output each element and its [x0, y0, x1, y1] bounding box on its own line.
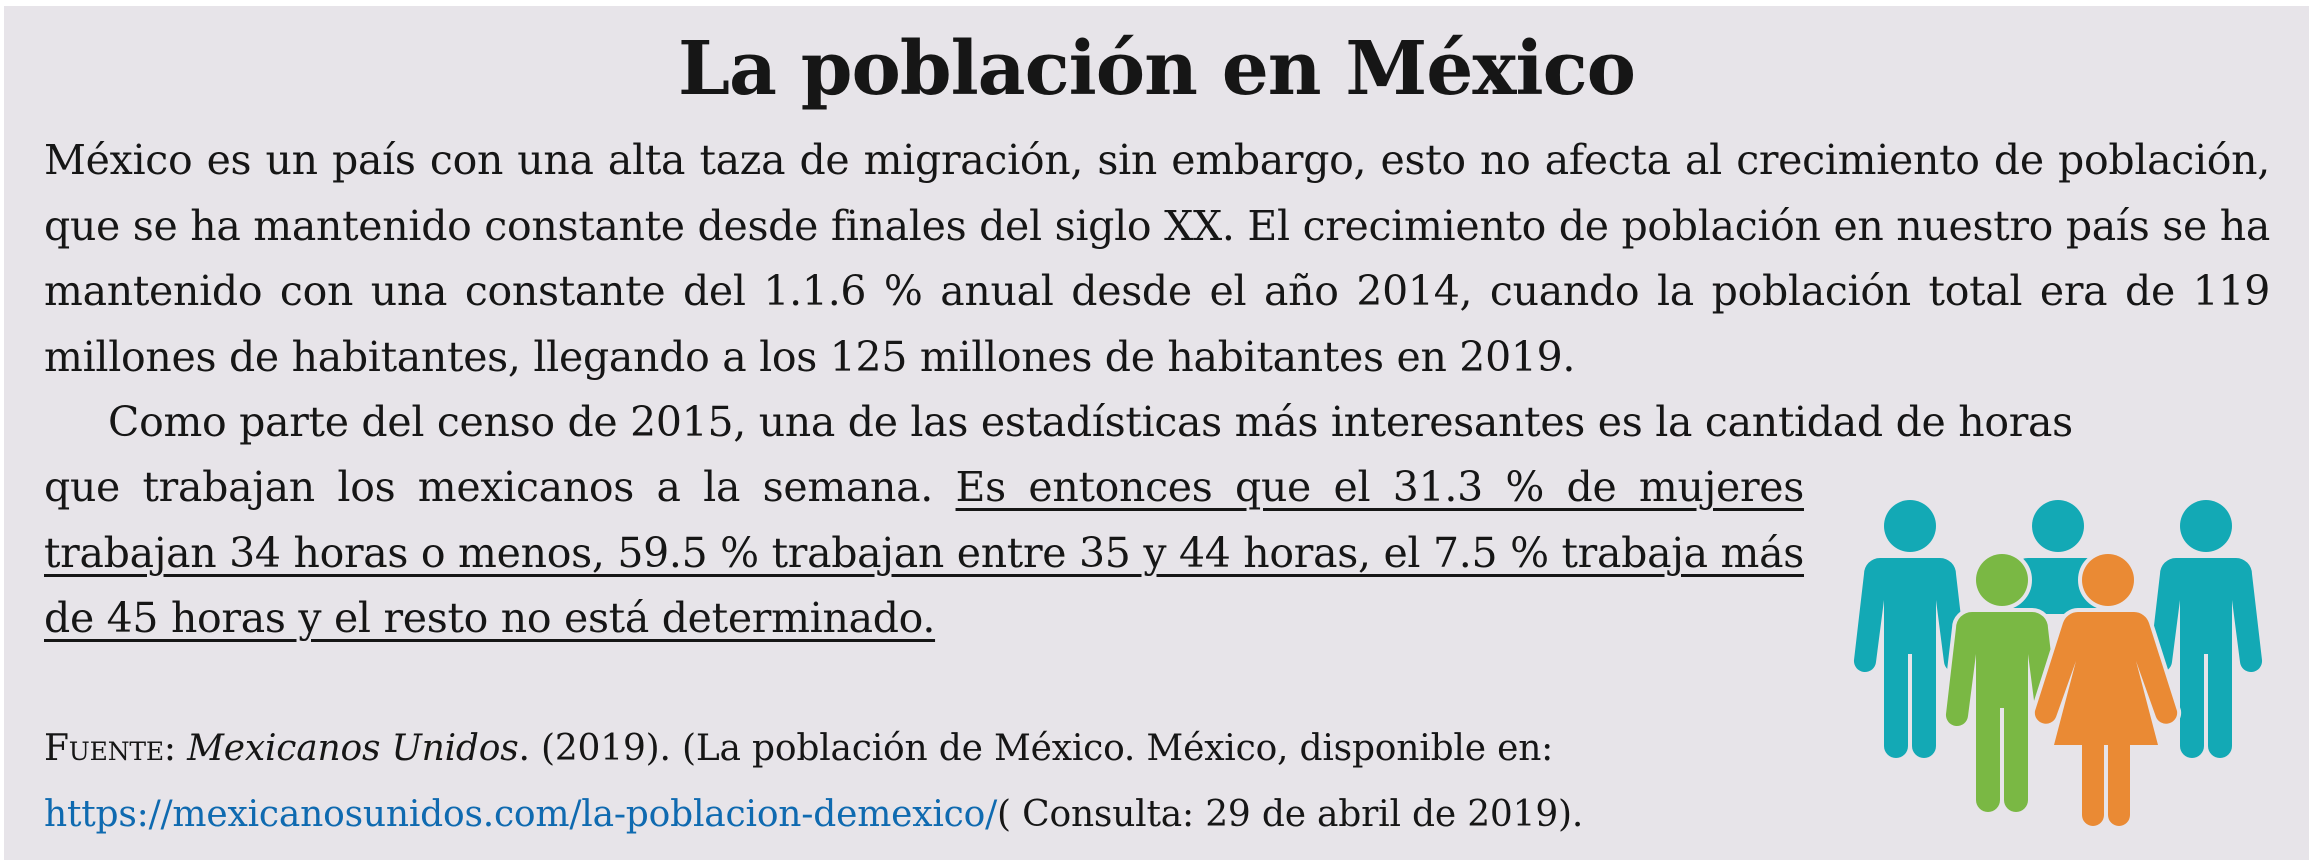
people-group-icon: [1849, 496, 2267, 830]
page-title: La población en México: [677, 26, 1636, 112]
work-hours-intro: que trabajan los mexicanos a la semana.: [44, 463, 956, 511]
source-publisher: Mexicanos Unidos: [187, 728, 519, 769]
source-details: . (2019). (La población de México. Méxic…: [518, 728, 1554, 769]
source-citation: Fuente: Mexicanos Unidos. (2019). (La po…: [44, 716, 1804, 848]
source-label: Fuente:: [44, 728, 176, 769]
paragraph-census-intro: Como parte del censo de 2015, una de las…: [108, 398, 2073, 446]
green-person-icon: [1941, 550, 2063, 816]
paragraph-work-hours: que trabajan los mexicanos a la semana. …: [44, 455, 1804, 652]
work-hours-statistics: Es entonces que el 31.3 % de mujeres tra…: [44, 463, 1804, 642]
paragraph-population-growth: México es un país con una alta taza de m…: [44, 136, 2270, 381]
source-consulta: ( Consulta: 29 de abril de 2019).: [997, 794, 1584, 835]
orange-person-icon: [2030, 550, 2182, 830]
content-panel: La población en México México es un país…: [4, 6, 2309, 860]
source-link[interactable]: https://mexicanosunidos.com/la-poblacion…: [44, 794, 998, 835]
